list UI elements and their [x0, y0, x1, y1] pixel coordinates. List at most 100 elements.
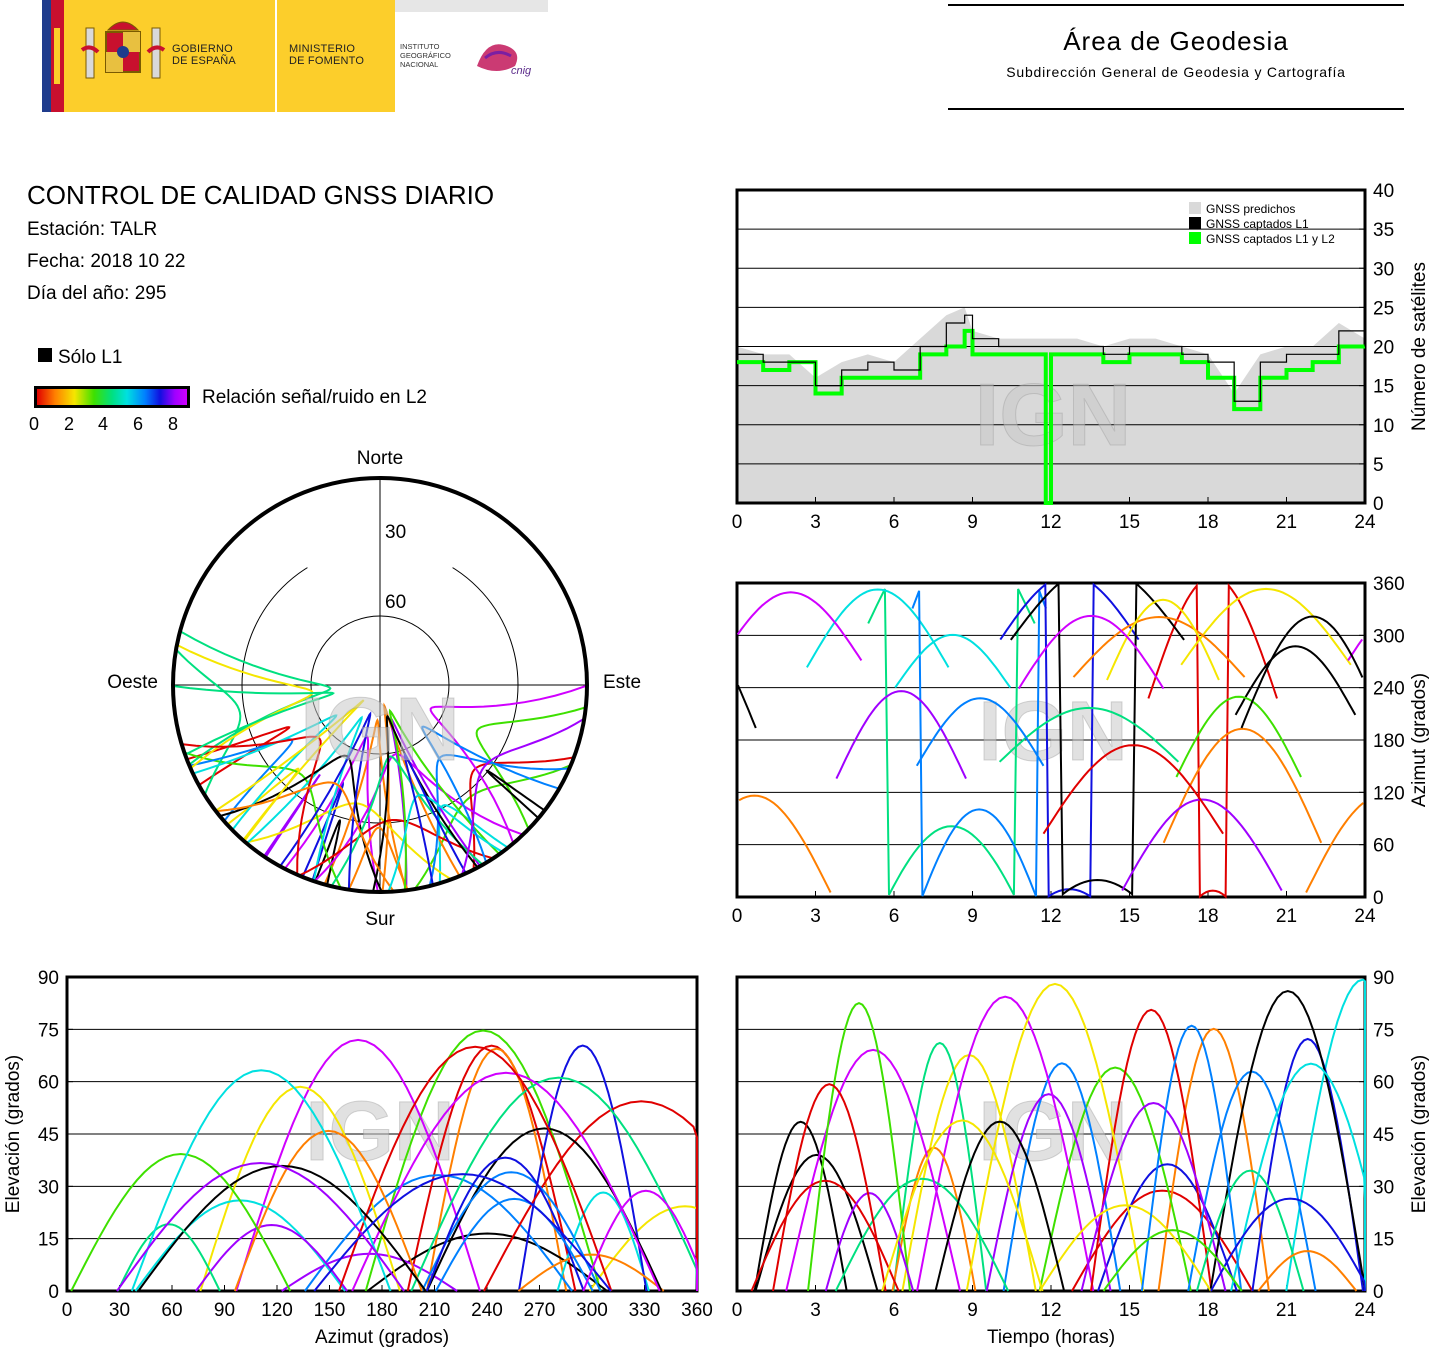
azimuth-track: [1017, 614, 1165, 690]
x-tick-label: 3: [810, 512, 821, 533]
elevation-arc: [421, 1171, 602, 1292]
azimuth-track: [736, 591, 1364, 661]
elevation-arc: [116, 1223, 221, 1292]
elevation-arc: [406, 1044, 577, 1292]
azimuth-time-chart: 0 60 120 180 240 300 360 0 3 6 9 12 15 18 21 24 Azimut (…: [732, 574, 1430, 927]
elevation-time-arc: [824, 1192, 915, 1292]
coat-of-arms-icon: [80, 21, 166, 79]
snr-tick: 6: [133, 414, 144, 434]
elevation-time-arc: [1038, 1066, 1192, 1292]
skyplot-track: [403, 752, 467, 886]
legend-entry: GNSS captados L1: [1206, 217, 1309, 231]
area-geodesia-block: Área de Geodesia Subdirección General de…: [948, 0, 1404, 112]
plot-frame: [65, 975, 699, 1293]
x-tick-label: 18: [1197, 906, 1218, 927]
skyplot-ring-label: 60: [385, 592, 406, 613]
ign-watermark: IGN: [978, 684, 1127, 778]
x-tick-label: 18: [1197, 1300, 1218, 1321]
x-tick-label: 0: [62, 1300, 73, 1321]
y-tick-label: 30: [38, 1177, 59, 1198]
elevation-time-arc: [1210, 1197, 1366, 1292]
y-axis-label: Azimut (grados): [1409, 673, 1430, 807]
x-axis-label: Tiempo (horas): [987, 1327, 1115, 1348]
y-tick-label: 45: [1373, 1125, 1394, 1146]
skyplot-west-label: Oeste: [107, 672, 158, 693]
elevation-time-arc: [1257, 1250, 1358, 1292]
x-tick-label: 9: [967, 1300, 978, 1321]
date-label: Fecha: 2018 10 22: [27, 251, 186, 272]
x-tick-label: 15: [1119, 512, 1140, 533]
elevation-arc: [195, 1223, 348, 1292]
azimuth-track: [1106, 598, 1220, 681]
x-tick-label: 210: [419, 1300, 451, 1321]
report-title: CONTROL DE CALIDAD GNSS DIARIO: [27, 180, 495, 210]
snr-tick: 8: [168, 414, 179, 434]
elevation-arc: [233, 1129, 423, 1292]
x-tick-label: 21: [1276, 512, 1297, 533]
skyplot-track: [372, 714, 479, 893]
x-tick-label: 0: [732, 1300, 743, 1321]
elevation-time-arc: [1038, 1204, 1212, 1292]
x-tick-label: 330: [629, 1300, 661, 1321]
elevation-arc: [483, 1100, 698, 1292]
y-tick-label: 120: [1373, 783, 1405, 804]
y-tick-label: 20: [1373, 338, 1394, 359]
gobierno-panel: [64, 0, 276, 112]
elevation-time-arc: [1157, 1027, 1270, 1292]
skyplot-track: [347, 826, 409, 891]
elevation-time-arc: [750, 1179, 900, 1292]
elevation-time-arcs: [750, 978, 1366, 1292]
skyplot-track: [215, 781, 395, 893]
elevation-arc: [588, 1205, 698, 1292]
elevation-arc: [116, 1161, 405, 1292]
elevation-time-arc: [985, 1093, 1112, 1292]
snr-tick: 0: [29, 414, 40, 434]
elevation-time-arc: [1002, 1062, 1122, 1292]
elevation-arc: [435, 1197, 594, 1292]
ministerio-panel: [277, 0, 395, 112]
elevation-arc: [364, 1029, 602, 1292]
elevation-arc: [304, 1174, 573, 1292]
elevation-time-arc: [934, 1120, 1066, 1292]
y-tick-label: 90: [38, 968, 59, 989]
azimuth-track: [806, 588, 950, 668]
x-tick-label: 21: [1276, 1300, 1297, 1321]
elevation-time-arc: [753, 1120, 848, 1292]
azimuth-track: [1072, 615, 1246, 678]
x-tick-label: 9: [967, 906, 978, 927]
elevation-time-arc: [916, 995, 1095, 1292]
skyplot-track: [429, 684, 588, 844]
y-tick-label: 360: [1373, 574, 1405, 595]
x-tick-label: 0: [732, 512, 743, 533]
skyplot-track: [181, 735, 322, 875]
azimuth-track: [1180, 587, 1352, 666]
y-tick-label: 90: [1373, 968, 1394, 989]
station-label: Estación: TALR: [27, 219, 158, 240]
x-tick-label: 360: [681, 1300, 713, 1321]
legend-entry: GNSS captados L1 y L2: [1206, 232, 1335, 246]
skyplot-track: [246, 715, 363, 882]
elevation-arc: [199, 1085, 401, 1292]
skyplot-track: [387, 793, 504, 893]
azimuth-track: [1147, 582, 1278, 899]
y-tick-label: 35: [1373, 220, 1394, 241]
area-subtitle: Subdirección General de Geodesia y Carto…: [1006, 64, 1346, 80]
azimuth-track: [835, 690, 967, 780]
azimuth-track: [867, 588, 1036, 896]
azimuth-tracks: [736, 581, 1364, 899]
cnig-logo-icon: cnig: [477, 44, 532, 77]
solo-l1-label: Sólo L1: [58, 347, 123, 368]
x-tick-label: 6: [889, 512, 900, 533]
elevation-arc: [556, 1191, 650, 1292]
azimuth-track: [1042, 744, 1224, 835]
government-logo-block: GOBIERNO DE ESPAÑA MINISTERIO DE FOMENTO I…: [42, 0, 548, 112]
skyplot-ring-label: 30: [385, 522, 406, 543]
skyplot-track: [245, 802, 452, 881]
elevation-time-arc: [1140, 1024, 1243, 1292]
x-tick-label: 30: [109, 1300, 130, 1321]
series-l1: [737, 314, 1366, 402]
skyplot-south-label: Sur: [365, 909, 395, 930]
x-tick-label: 6: [889, 1300, 900, 1321]
snr-label: Relación señal/ruido en L2: [202, 387, 427, 408]
